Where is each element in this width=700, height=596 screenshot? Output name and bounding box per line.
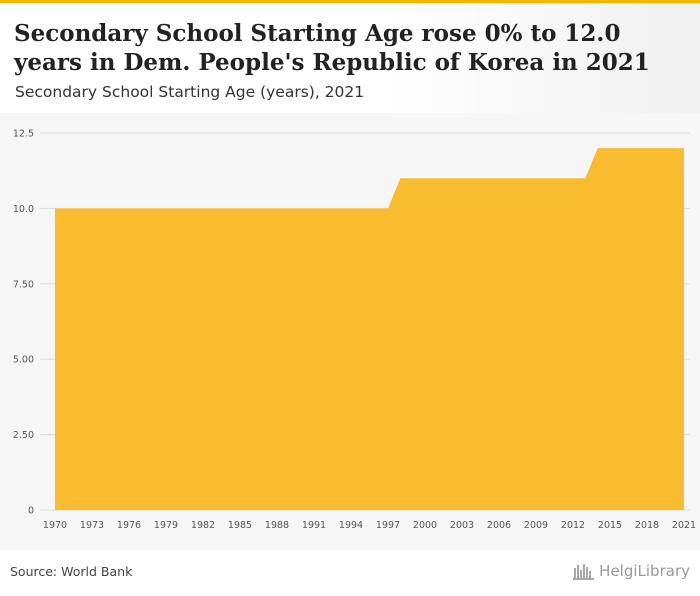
x-tick-label: 2000	[413, 520, 437, 531]
x-tick-label: 1979	[154, 520, 178, 531]
x-tick-label: 1997	[376, 520, 400, 531]
x-tick-label: 2012	[561, 520, 585, 531]
brand-logo[interactable]: HelgiLibrary	[573, 562, 690, 580]
x-tick-label: 1982	[191, 520, 215, 531]
x-tick-label: 1985	[228, 520, 252, 531]
y-tick-label: 5.00	[13, 355, 34, 366]
accent-top-bar	[0, 0, 700, 3]
x-tick-label: 1988	[265, 520, 289, 531]
chart-header: Secondary School Starting Age rose 0% to…	[0, 3, 700, 113]
x-axis-ticks: 1970 1973 1976 1979 1982 1985 1988 1991 1994 1997…	[43, 520, 696, 531]
x-tick-label: 1994	[339, 520, 363, 531]
y-tick-label: 12.5	[13, 129, 34, 140]
x-tick-label: 1973	[80, 520, 104, 531]
area-series	[55, 148, 684, 510]
x-tick-label: 2021	[672, 520, 696, 531]
brand-name: HelgiLibrary	[599, 562, 690, 580]
x-tick-label: 2006	[487, 520, 511, 531]
y-tick-label: 2.50	[13, 430, 34, 441]
y-axis-ticks: 0 2.50 5.00 7.50 10.0 12.5	[13, 129, 34, 517]
y-tick-label: 0	[28, 506, 34, 517]
x-tick-label: 2003	[450, 520, 474, 531]
chart-subtitle: Secondary School Starting Age (years), 2…	[15, 83, 365, 101]
area-series-fill	[55, 148, 684, 510]
chart-title: Secondary School Starting Age rose 0% to…	[14, 20, 650, 76]
source-note: Source: World Bank	[10, 564, 133, 579]
x-tick-label: 1976	[117, 520, 141, 531]
x-tick-label: 2009	[524, 520, 548, 531]
chart-footer: Source: World Bank HelgiLibrary	[0, 550, 700, 596]
x-tick-label: 1991	[302, 520, 326, 531]
library-icon	[573, 564, 595, 580]
x-tick-label: 2015	[598, 520, 622, 531]
y-tick-label: 10.0	[13, 204, 34, 215]
x-tick-label: 2018	[635, 520, 659, 531]
x-tick-label: 1970	[43, 520, 67, 531]
y-tick-label: 7.50	[13, 279, 34, 290]
